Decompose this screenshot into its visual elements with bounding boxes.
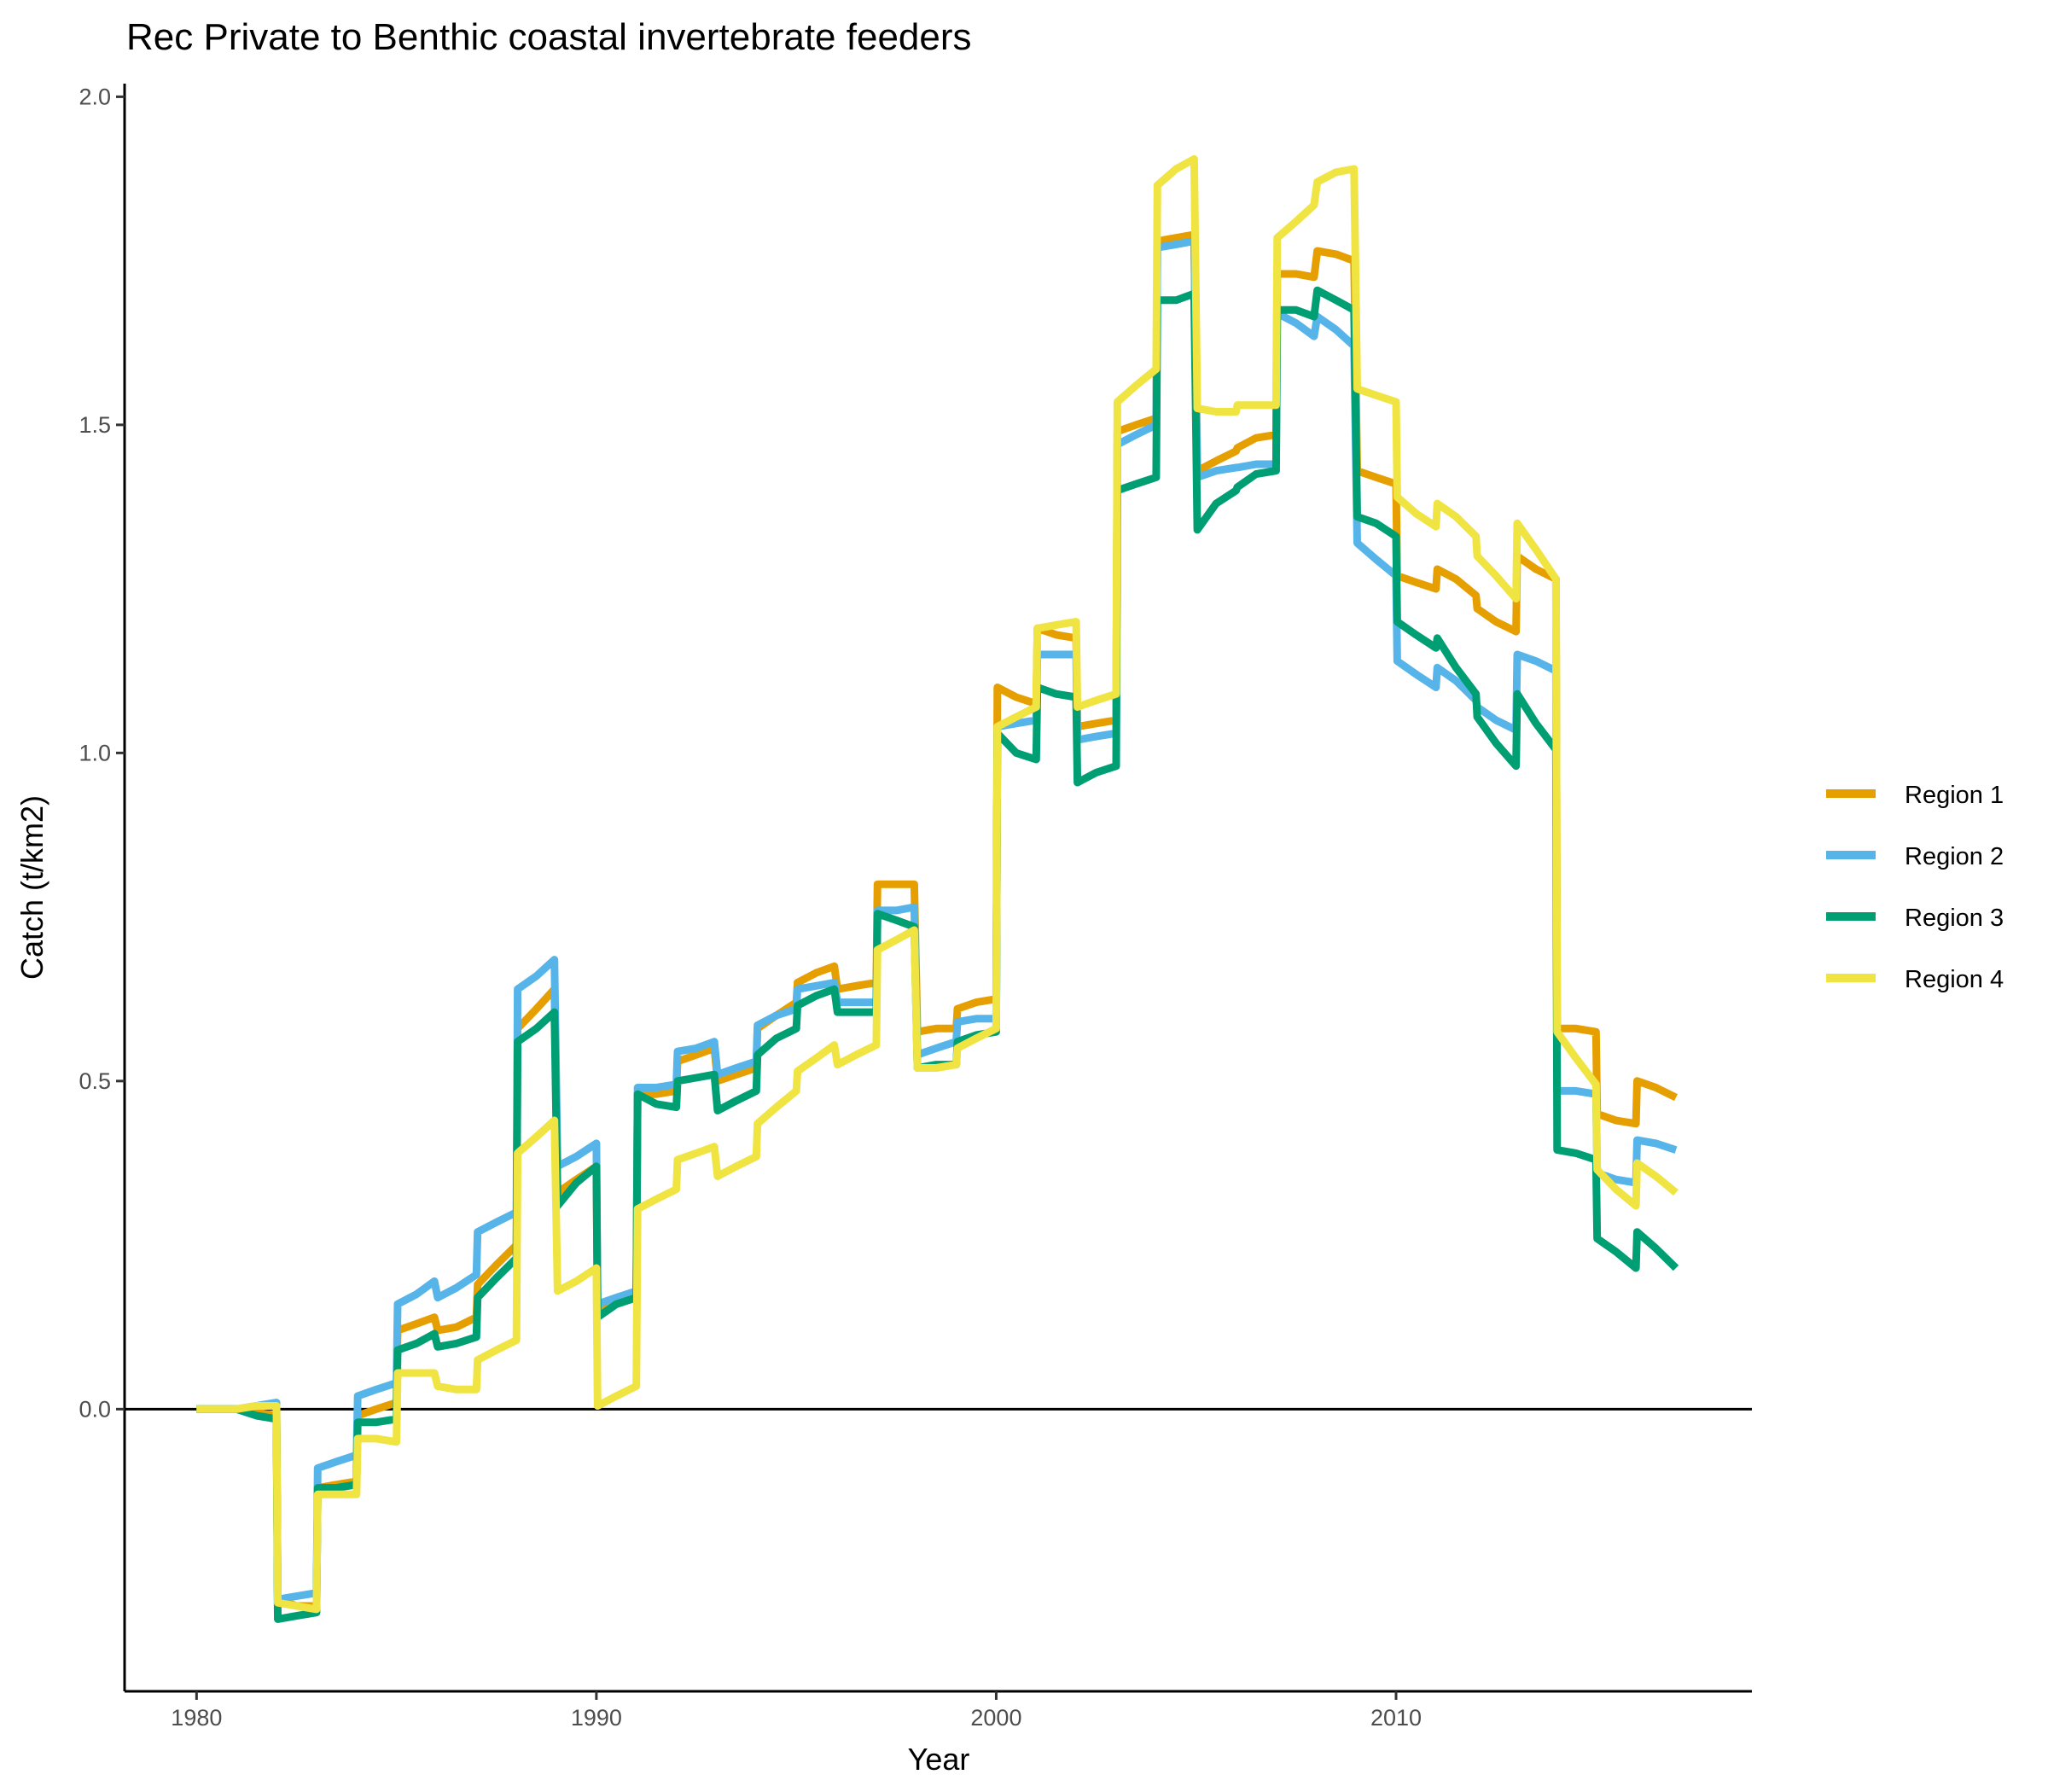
series-lines: [196, 154, 1679, 1623]
y-tick-label: 2.0: [79, 84, 111, 109]
chart-title: Rec Private to Benthic coastal invertebr…: [126, 16, 972, 58]
x-tick-label: 2010: [1370, 1705, 1422, 1731]
y-ticks: 0.0 0.5 1.0 1.5 2.0: [79, 84, 125, 1422]
x-tick-label: 2000: [970, 1705, 1021, 1731]
legend-label: Region 1: [1905, 782, 2004, 809]
x-axis-title: Year: [908, 1742, 970, 1777]
legend: Region 1 Region 2 Region 3 Region 4: [1826, 782, 2004, 993]
y-axis-title: Catch (t/km2): [15, 795, 49, 980]
series-line-region-2: [196, 237, 1678, 1603]
series-line-region-1: [196, 230, 1678, 1610]
legend-label: Region 3: [1905, 905, 2004, 932]
y-tick-label: 1.5: [79, 412, 111, 438]
x-tick-label: 1980: [171, 1705, 222, 1731]
x-tick-label: 1990: [571, 1705, 622, 1731]
x-axis: 1980 1990 2000 2010: [125, 1690, 1752, 1731]
legend-label: Region 2: [1905, 843, 2004, 870]
y-tick-label: 1.0: [79, 740, 111, 765]
y-tick-label: 0.0: [79, 1396, 111, 1422]
series-line-region-4: [196, 154, 1679, 1614]
series-line-region-3: [196, 286, 1679, 1623]
y-axis: 0.0 0.5 1.0 1.5 2.0: [79, 84, 126, 1691]
legend-label: Region 4: [1905, 966, 2004, 993]
y-tick-label: 0.5: [79, 1068, 111, 1094]
x-ticks: 1980 1990 2000 2010: [171, 1691, 1422, 1731]
